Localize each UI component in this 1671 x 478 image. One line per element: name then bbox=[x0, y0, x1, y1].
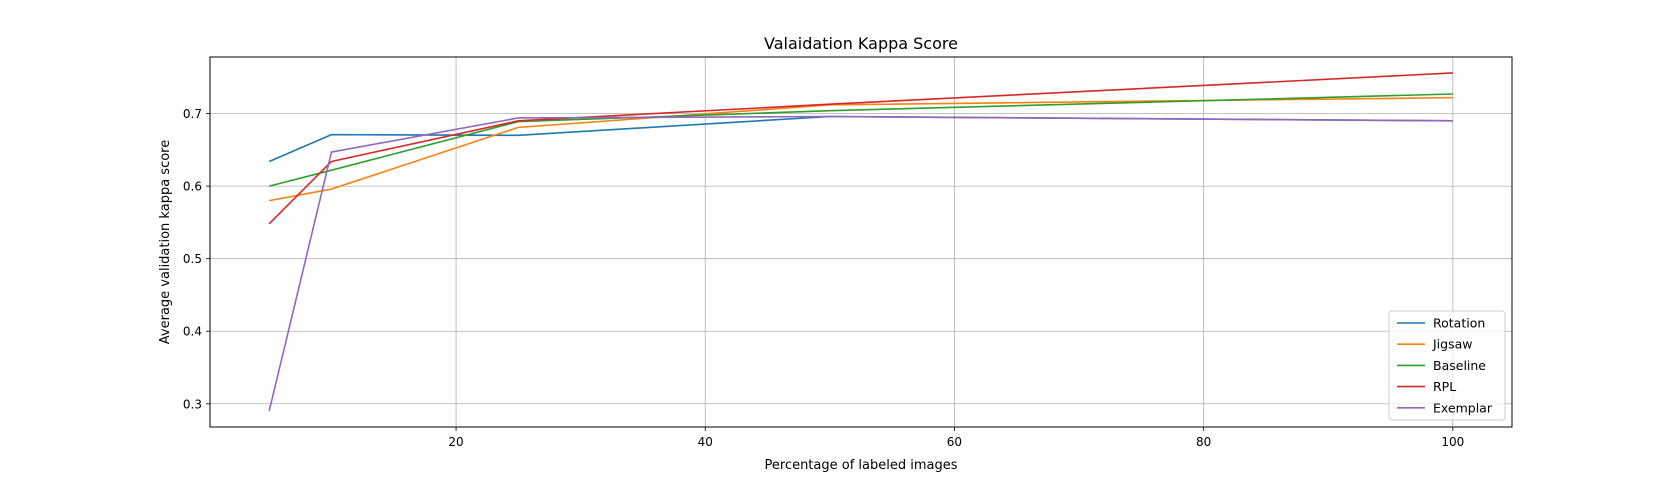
y-tick-label: 0.7 bbox=[183, 107, 202, 121]
x-axis-label: Percentage of labeled images bbox=[764, 458, 957, 473]
grid bbox=[210, 57, 1512, 427]
legend-label: Rotation bbox=[1433, 316, 1485, 331]
chart-title: Valaidation Kappa Score bbox=[764, 34, 958, 53]
axis-ticks: 20 40 60 80 100 0.3 0.4 0.5 0.6 0.7 bbox=[183, 107, 1464, 449]
plot-frame bbox=[209, 56, 1513, 428]
legend-label: RPL bbox=[1433, 379, 1456, 394]
x-tick-label: 80 bbox=[1196, 435, 1211, 449]
legend-label: Jigsaw bbox=[1432, 337, 1473, 352]
y-tick-label: 0.4 bbox=[183, 325, 202, 339]
y-axis-label: Average validation kappa score bbox=[158, 140, 173, 344]
plot-area bbox=[210, 57, 1512, 427]
series-line-exemplar bbox=[268, 115, 1453, 412]
x-tick-label: 40 bbox=[698, 435, 713, 449]
x-tick-label: 100 bbox=[1441, 435, 1464, 449]
legend: Rotation Jigsaw Baseline RPL Exemplar bbox=[1388, 310, 1506, 421]
x-tick-label: 20 bbox=[448, 435, 463, 449]
series-line-rpl bbox=[268, 72, 1453, 225]
y-tick-label: 0.6 bbox=[183, 180, 202, 194]
legend-box bbox=[1388, 310, 1506, 421]
y-tick-label: 0.3 bbox=[183, 397, 202, 411]
legend-label: Exemplar bbox=[1433, 400, 1493, 415]
legend-label: Baseline bbox=[1433, 358, 1486, 373]
y-tick-label: 0.5 bbox=[183, 252, 202, 266]
series-lines bbox=[268, 72, 1453, 412]
series-line-jigsaw bbox=[269, 96, 1453, 202]
x-tick-label: 60 bbox=[947, 435, 962, 449]
